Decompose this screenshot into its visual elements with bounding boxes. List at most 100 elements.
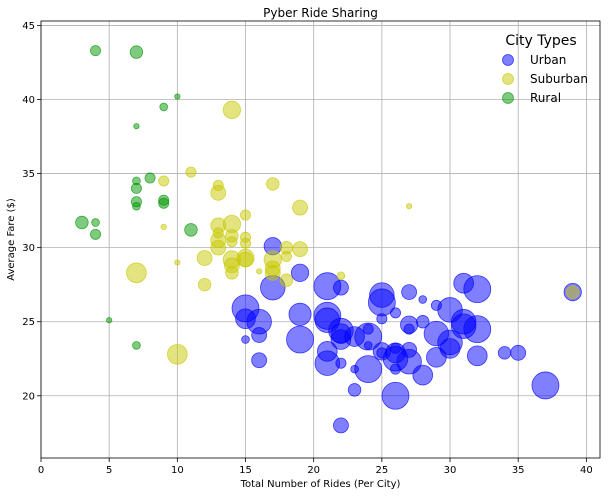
urban-point: [290, 263, 310, 282]
urban-point: [251, 352, 268, 369]
suburban-point: [222, 100, 241, 119]
rural-point: [75, 215, 89, 230]
rural-point: [91, 218, 100, 227]
suburban-point: [226, 236, 238, 248]
suburban-point: [167, 344, 188, 365]
y-tick-label: 40: [22, 95, 35, 106]
urban-point: [389, 363, 401, 375]
series-rural: [75, 45, 198, 350]
rural-point: [159, 102, 169, 112]
rural-point: [184, 223, 198, 237]
urban-point: [531, 371, 560, 400]
suburban-point: [197, 277, 212, 292]
rural-point: [144, 172, 156, 184]
rural-point: [130, 182, 142, 194]
urban-point: [423, 320, 450, 347]
urban-point: [416, 315, 430, 329]
suburban-point: [225, 266, 239, 280]
urban-point: [418, 295, 428, 304]
urban-point: [317, 341, 338, 362]
suburban-point: [406, 203, 413, 210]
suburban-point: [264, 264, 281, 281]
urban-point: [437, 297, 463, 323]
x-tick-label: 20: [307, 465, 320, 476]
x-tick-label: 15: [239, 465, 252, 476]
rural-point: [106, 317, 113, 324]
suburban-point: [266, 177, 280, 191]
x-tick-label: 30: [444, 465, 457, 476]
urban-point: [401, 284, 418, 300]
y-tick-label: 20: [22, 391, 35, 402]
x-axis-label: Total Number of Rides (Per City): [240, 479, 401, 490]
urban-point: [330, 329, 352, 350]
urban-point: [288, 302, 312, 326]
urban-point: [389, 342, 401, 354]
x-tick-label: 5: [106, 465, 112, 476]
urban-point: [363, 341, 373, 350]
urban-point: [497, 346, 512, 360]
urban-point: [369, 282, 395, 308]
rural-point: [90, 228, 102, 240]
suburban-point: [196, 250, 213, 266]
x-tick-label: 35: [512, 465, 525, 476]
points-layer: [75, 45, 582, 434]
x-tick-label: 25: [375, 465, 388, 476]
series-urban: [231, 237, 582, 434]
suburban-point: [256, 268, 263, 275]
urban-point: [430, 299, 442, 311]
legend-title: City Types: [505, 33, 576, 49]
plot-frame: [40, 20, 601, 459]
suburban-point: [566, 285, 580, 299]
rural-point: [158, 197, 170, 209]
series-suburban: [126, 100, 580, 365]
x-tick-label: 10: [171, 465, 184, 476]
legend-label-urban: Urban: [530, 53, 566, 67]
legend-marker-suburban: [502, 73, 514, 85]
legend-label-rural: Rural: [530, 91, 561, 105]
urban-point: [235, 308, 256, 330]
ticks-layer: 0 5 10 15 20 25 30 35 40 20 25 30 35 40 45: [22, 21, 592, 476]
suburban-point: [292, 241, 308, 258]
y-axis-label: Average Fare ($): [6, 198, 17, 281]
suburban-point: [126, 262, 147, 284]
urban-point: [347, 383, 362, 397]
legend-label-suburban: Suburban: [530, 72, 588, 86]
legend-entry-suburban: Suburban: [502, 72, 588, 86]
urban-point: [381, 381, 410, 410]
urban-point: [333, 417, 349, 434]
x-tick-label: 0: [38, 465, 44, 476]
suburban-point: [210, 239, 227, 256]
urban-point: [426, 346, 447, 368]
rural-point: [129, 45, 144, 59]
legend-entry-urban: Urban: [502, 53, 566, 67]
urban-point: [453, 272, 474, 294]
urban-point: [362, 323, 374, 335]
legend-marker-rural: [502, 92, 514, 104]
urban-point: [241, 335, 250, 344]
suburban-point: [160, 223, 167, 231]
urban-point: [510, 344, 527, 361]
suburban-point: [212, 227, 224, 239]
urban-point: [350, 364, 359, 374]
y-tick-label: 25: [22, 317, 35, 328]
urban-point: [372, 342, 391, 361]
suburban-point: [336, 271, 346, 281]
rural-point: [132, 341, 141, 350]
y-tick-label: 30: [22, 243, 35, 254]
urban-point: [314, 307, 341, 333]
suburban-point: [210, 184, 227, 201]
suburban-point: [158, 175, 170, 187]
x-tick-label: 40: [580, 465, 593, 476]
legend: City Types Urban Suburban Rural: [502, 33, 588, 105]
suburban-point: [240, 237, 252, 249]
plot-background: [41, 21, 600, 458]
urban-point: [251, 327, 268, 343]
y-tick-label: 35: [22, 169, 35, 180]
rural-point: [90, 45, 102, 57]
urban-point: [286, 325, 314, 354]
urban-point: [466, 345, 488, 367]
suburban-point: [240, 209, 252, 221]
suburban-point: [292, 199, 308, 216]
y-tick-label: 45: [22, 21, 35, 32]
